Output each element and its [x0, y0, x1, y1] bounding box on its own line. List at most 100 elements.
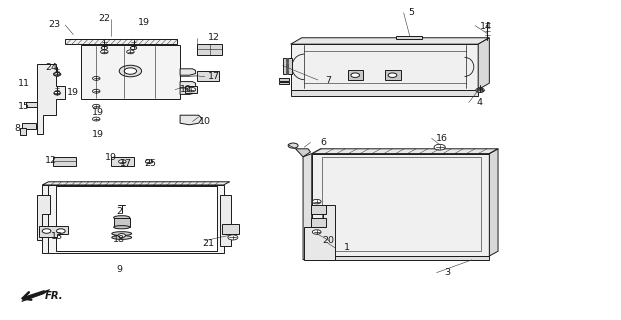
Circle shape: [388, 73, 397, 77]
Text: 22: 22: [98, 14, 111, 23]
Polygon shape: [42, 182, 230, 185]
Polygon shape: [22, 123, 36, 129]
Text: 19: 19: [138, 18, 150, 27]
Polygon shape: [385, 70, 401, 80]
Polygon shape: [48, 185, 224, 253]
Text: 19: 19: [180, 85, 193, 94]
Circle shape: [118, 234, 125, 237]
Polygon shape: [279, 78, 289, 81]
Text: 16: 16: [436, 134, 448, 143]
Ellipse shape: [114, 226, 130, 229]
Polygon shape: [310, 205, 326, 214]
Text: 12: 12: [208, 33, 220, 42]
Polygon shape: [56, 186, 217, 251]
Circle shape: [476, 88, 484, 92]
Circle shape: [127, 50, 134, 54]
Polygon shape: [81, 45, 180, 99]
Circle shape: [228, 235, 238, 240]
Text: 11: 11: [17, 79, 30, 88]
Text: 5: 5: [408, 8, 414, 17]
Polygon shape: [180, 82, 196, 88]
Polygon shape: [310, 218, 326, 227]
Polygon shape: [220, 195, 231, 246]
Text: 19: 19: [67, 88, 79, 97]
Text: FR.: FR.: [45, 291, 63, 301]
Circle shape: [351, 73, 360, 77]
Text: 9: 9: [116, 265, 122, 274]
Polygon shape: [312, 149, 498, 154]
Polygon shape: [283, 58, 292, 74]
Polygon shape: [65, 39, 177, 44]
Circle shape: [145, 160, 153, 164]
Text: 12: 12: [45, 156, 57, 164]
Polygon shape: [37, 195, 50, 240]
Text: 18: 18: [113, 235, 125, 244]
Text: 17: 17: [119, 159, 132, 168]
Circle shape: [54, 91, 60, 94]
Circle shape: [434, 144, 445, 150]
Circle shape: [93, 89, 100, 93]
Polygon shape: [37, 64, 65, 134]
Polygon shape: [489, 149, 498, 256]
Text: 19: 19: [92, 108, 104, 117]
Circle shape: [288, 143, 298, 148]
Polygon shape: [296, 149, 310, 157]
Text: 8: 8: [14, 124, 20, 132]
Ellipse shape: [114, 216, 130, 220]
Circle shape: [54, 73, 60, 76]
Polygon shape: [180, 88, 196, 94]
Polygon shape: [53, 157, 76, 166]
Polygon shape: [197, 44, 222, 55]
Ellipse shape: [112, 236, 132, 239]
Text: 7: 7: [325, 76, 331, 84]
Polygon shape: [222, 224, 239, 234]
Text: 24: 24: [45, 63, 57, 72]
Text: 14: 14: [479, 22, 492, 31]
Circle shape: [101, 50, 108, 54]
Text: 17: 17: [208, 72, 220, 81]
Polygon shape: [39, 226, 68, 237]
Text: 13: 13: [51, 232, 63, 241]
Circle shape: [312, 199, 321, 204]
Polygon shape: [111, 157, 134, 166]
Text: 2: 2: [116, 207, 122, 216]
Text: 21: 21: [202, 239, 214, 248]
Polygon shape: [20, 128, 26, 135]
Polygon shape: [180, 115, 202, 125]
Text: 20: 20: [322, 236, 334, 245]
Circle shape: [119, 65, 142, 77]
Circle shape: [93, 104, 100, 108]
Polygon shape: [279, 82, 289, 84]
Circle shape: [54, 92, 60, 95]
Polygon shape: [312, 256, 489, 260]
Polygon shape: [22, 290, 50, 301]
Text: 6: 6: [320, 138, 326, 147]
Circle shape: [57, 229, 65, 233]
Polygon shape: [348, 70, 363, 80]
Text: 1: 1: [343, 244, 350, 252]
Polygon shape: [291, 90, 478, 96]
Text: 23: 23: [48, 20, 61, 28]
Circle shape: [130, 46, 137, 50]
Polygon shape: [197, 71, 219, 81]
Polygon shape: [291, 44, 478, 90]
Text: 19: 19: [92, 130, 104, 139]
Text: 25: 25: [144, 159, 156, 168]
Polygon shape: [303, 154, 312, 260]
Text: 3: 3: [444, 268, 450, 277]
Circle shape: [312, 230, 321, 234]
Polygon shape: [26, 102, 37, 107]
Polygon shape: [304, 205, 335, 260]
Polygon shape: [114, 218, 130, 227]
Circle shape: [53, 72, 61, 76]
Circle shape: [119, 160, 126, 164]
Polygon shape: [396, 36, 422, 39]
Polygon shape: [180, 69, 196, 75]
Circle shape: [93, 117, 100, 121]
Ellipse shape: [112, 232, 132, 236]
Text: 19: 19: [104, 153, 117, 162]
Polygon shape: [42, 185, 48, 253]
Circle shape: [42, 229, 51, 233]
Circle shape: [124, 68, 137, 74]
Circle shape: [187, 87, 196, 92]
